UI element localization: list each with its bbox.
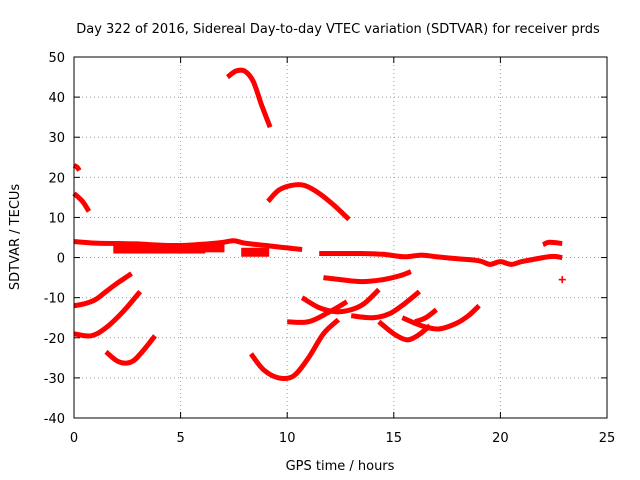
- series-arc-10: [401, 303, 481, 332]
- series-arc-mid: [266, 182, 351, 222]
- data-point-cluster: [241, 247, 270, 257]
- x-tick-label: 15: [386, 431, 403, 446]
- series-arc-2: [73, 289, 143, 339]
- series-arc-9: [377, 319, 432, 343]
- data-point-cluster: [196, 243, 225, 253]
- x-tick-label: 5: [176, 431, 184, 446]
- series-arc-3: [104, 334, 157, 366]
- y-tick-label: 0: [57, 252, 65, 267]
- y-tick-label: -30: [44, 372, 65, 387]
- y-tick-label: 30: [48, 131, 65, 146]
- plot-frame: [73, 56, 608, 419]
- data-point-cluster: [113, 244, 142, 254]
- y-axis-label: SDTVAR / TECUs: [8, 184, 23, 291]
- data-point-cluster: [158, 244, 187, 254]
- series-arc-7: [323, 269, 412, 285]
- series-short-a: [541, 239, 563, 248]
- y-tick-label: 40: [48, 91, 65, 106]
- y-tick-label: -40: [44, 412, 65, 427]
- y-tick-label: -20: [44, 332, 65, 347]
- y-tick-label: 50: [48, 51, 65, 66]
- x-tick-label: 0: [70, 431, 78, 446]
- data-point: [558, 276, 566, 284]
- data-point-cluster: [177, 244, 206, 254]
- grid-lines: [74, 57, 607, 418]
- series-baseline-b: [319, 250, 563, 267]
- series-arc-1: [73, 271, 134, 309]
- x-tick-label: 20: [492, 431, 509, 446]
- data-series: [72, 67, 566, 382]
- series-short-c: [72, 191, 92, 213]
- y-tick-label: 20: [48, 171, 65, 186]
- series-arc-11: [414, 307, 438, 325]
- series-arc-high: [225, 67, 273, 129]
- data-point-cluster: [134, 244, 163, 254]
- y-axis-ticks: 50 40 30 20 10 0 -10 -20 -30 -40: [44, 51, 607, 427]
- x-tick-label: 10: [279, 431, 296, 446]
- x-axis-label: GPS time / hours: [286, 459, 395, 474]
- x-tick-label: 25: [599, 431, 616, 446]
- x-axis-ticks: 0 5 10 15 20 25: [70, 57, 615, 446]
- series-arc-4: [248, 317, 341, 382]
- y-tick-label: -10: [44, 292, 65, 307]
- chart-title: Day 322 of 2016, Sidereal Day-to-day VTE…: [76, 22, 600, 37]
- series-short-b: [72, 163, 82, 172]
- y-tick-label: 10: [48, 211, 65, 226]
- series-arc-5: [287, 299, 349, 325]
- series-arc-8: [350, 289, 422, 321]
- series-arc-6: [300, 287, 381, 315]
